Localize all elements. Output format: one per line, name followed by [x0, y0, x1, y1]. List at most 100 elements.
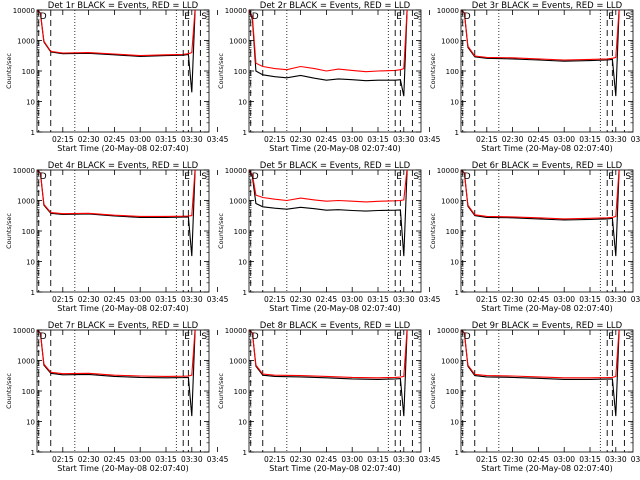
x-tick-label: 03:45	[419, 135, 441, 144]
plot-area	[461, 10, 625, 132]
y-tick-label: 1	[31, 129, 35, 137]
y-tick-label: 10	[450, 259, 459, 267]
marker-label: E	[184, 332, 190, 342]
x-axis-label: Start Time (20-May-08 02:07:40)	[269, 144, 400, 153]
x-tick-label: 03:15	[155, 135, 177, 144]
y-axis-label: Counts/sec	[429, 213, 437, 249]
y-axis-label: Counts/sec	[429, 373, 437, 409]
x-tick-label: 03:15	[367, 135, 389, 144]
x-tick-label: 03:45	[207, 135, 229, 144]
y-tick-label: 10000	[13, 7, 35, 15]
x-tick-label: 03:30	[393, 135, 415, 144]
chart-title: Det 1r BLACK = Events, RED = LLD	[48, 1, 199, 11]
marker-label: E	[184, 12, 190, 22]
x-tick-label: 03:15	[579, 455, 601, 464]
y-tick-label: 10000	[225, 167, 247, 175]
x-tick-label: 03:00	[341, 135, 363, 144]
y-tick-label: 10	[238, 419, 247, 427]
y-tick-label: 10000	[437, 327, 459, 335]
y-tick-label: 1000	[17, 198, 35, 206]
y-tick-label: 100	[446, 388, 459, 396]
marker-label: S	[625, 332, 631, 342]
x-axis-label: Start Time (20-May-08 02:07:40)	[481, 144, 612, 153]
x-tick-label: 03:45	[631, 135, 640, 144]
series-line-events	[461, 10, 620, 97]
x-tick-label: 02:45	[104, 295, 126, 304]
y-tick-label: 1000	[229, 358, 247, 366]
y-tick-label: 10	[26, 259, 35, 267]
y-tick-label: 1	[243, 129, 247, 137]
y-tick-label: 1	[455, 289, 459, 297]
y-tick-label: 10	[26, 99, 35, 107]
y-tick-label: 1	[243, 449, 247, 457]
y-tick-label: 100	[446, 228, 459, 236]
x-axis-label: Start Time (20-May-08 02:07:40)	[57, 304, 188, 313]
x-tick-label: 02:30	[502, 295, 524, 304]
marker-label: D	[464, 332, 471, 342]
series-line-events	[461, 170, 620, 257]
series-line-lld	[249, 330, 408, 379]
x-axis-label: Start Time (20-May-08 02:07:40)	[57, 144, 188, 153]
marker-label: S	[201, 172, 207, 182]
marker-label: E	[396, 332, 402, 342]
series-line-events	[37, 330, 196, 417]
marker-label: D	[252, 172, 259, 182]
y-tick-label: 10000	[437, 7, 459, 15]
plot-area	[461, 330, 625, 452]
x-tick-label: 03:15	[579, 295, 601, 304]
series-line-lld	[461, 170, 620, 220]
y-axis-label: Counts/sec	[5, 373, 13, 409]
marker-label: E	[608, 12, 614, 22]
y-tick-label: 1	[455, 449, 459, 457]
chart-title: Det 5r BLACK = Events, RED = LLD	[260, 161, 411, 171]
marker-label: D	[252, 12, 259, 22]
series-line-events	[249, 170, 408, 257]
x-axis-label: Start Time (20-May-08 02:07:40)	[269, 464, 400, 473]
x-axis-label: Start Time (20-May-08 02:07:40)	[57, 464, 188, 473]
x-tick-label: 02:45	[528, 295, 550, 304]
plot-area	[461, 170, 625, 292]
series-line-events	[249, 10, 408, 97]
x-tick-label: 03:30	[605, 295, 627, 304]
series-line-events	[249, 330, 408, 417]
series-line-lld	[461, 330, 620, 379]
marker-label: D	[252, 332, 259, 342]
chart-title: Det 8r BLACK = Events, RED = LLD	[260, 321, 411, 331]
marker-label: D	[40, 332, 47, 342]
x-tick-label: 03:15	[367, 455, 389, 464]
x-tick-label: 03:30	[605, 135, 627, 144]
marker-label: D	[464, 172, 471, 182]
marker-label: E	[396, 12, 402, 22]
y-axis-label: Counts/sec	[217, 213, 225, 249]
x-tick-label: 02:30	[290, 135, 312, 144]
x-tick-label: 03:15	[367, 295, 389, 304]
y-tick-label: 1	[243, 289, 247, 297]
x-tick-label: 02:15	[264, 295, 286, 304]
x-tick-label: 02:30	[78, 135, 100, 144]
x-tick-label: 03:00	[129, 135, 151, 144]
x-tick-label: 02:45	[316, 135, 338, 144]
y-axis-label: Counts/sec	[217, 373, 225, 409]
plot-area	[249, 170, 413, 292]
x-tick-label: 02:15	[264, 455, 286, 464]
x-tick-label: 02:15	[264, 135, 286, 144]
y-tick-label: 100	[234, 228, 247, 236]
marker-label: D	[40, 12, 47, 22]
y-tick-label: 10	[450, 419, 459, 427]
x-tick-label: 02:30	[78, 455, 100, 464]
x-tick-label: 03:00	[129, 295, 151, 304]
chart-title: Det 2r BLACK = Events, RED = LLD	[260, 1, 411, 11]
x-tick-label: 02:15	[476, 135, 498, 144]
plot-area	[249, 330, 413, 452]
series-line-lld	[37, 10, 196, 57]
marker-label: S	[413, 12, 419, 22]
y-tick-label: 100	[446, 68, 459, 76]
x-tick-label: 03:15	[579, 135, 601, 144]
x-tick-label: 02:15	[476, 455, 498, 464]
